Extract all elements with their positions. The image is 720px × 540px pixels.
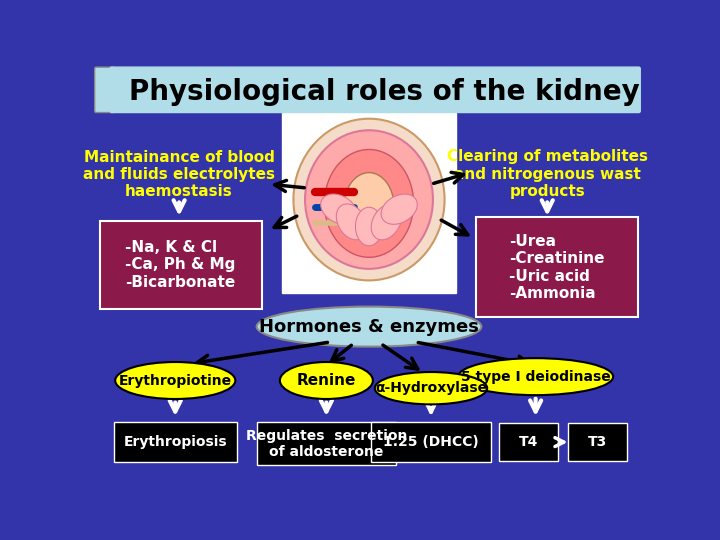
Text: Maintainance of blood
and fluids electrolytes
haemostasis: Maintainance of blood and fluids electro… — [83, 150, 275, 199]
FancyBboxPatch shape — [476, 217, 638, 316]
Ellipse shape — [325, 150, 413, 257]
FancyBboxPatch shape — [568, 423, 627, 461]
Ellipse shape — [320, 194, 357, 224]
Ellipse shape — [344, 173, 394, 242]
FancyBboxPatch shape — [372, 422, 490, 462]
Text: Erythropiotine: Erythropiotine — [119, 374, 232, 388]
Text: Erythropiosis: Erythropiosis — [123, 435, 227, 449]
Text: -Urea
-Creatinine
-Uric acid
-Ammonia: -Urea -Creatinine -Uric acid -Ammonia — [509, 234, 604, 301]
Ellipse shape — [458, 358, 613, 395]
Ellipse shape — [381, 194, 418, 224]
Ellipse shape — [115, 362, 235, 399]
FancyBboxPatch shape — [114, 422, 237, 462]
Text: 5 type I deiodinase: 5 type I deiodinase — [461, 370, 611, 383]
Text: 1.25 (DHCC): 1.25 (DHCC) — [383, 435, 479, 449]
Text: Clearing of metabolites
and nitrogenous wast
products: Clearing of metabolites and nitrogenous … — [446, 150, 648, 199]
FancyBboxPatch shape — [282, 113, 456, 294]
Ellipse shape — [356, 207, 382, 246]
Ellipse shape — [372, 204, 402, 240]
Ellipse shape — [375, 372, 487, 404]
Text: α-Hydroxylase: α-Hydroxylase — [375, 381, 487, 395]
FancyBboxPatch shape — [100, 221, 262, 309]
FancyBboxPatch shape — [257, 422, 396, 465]
Ellipse shape — [256, 307, 482, 347]
Ellipse shape — [280, 362, 373, 399]
Ellipse shape — [305, 130, 433, 269]
Text: T3: T3 — [588, 435, 607, 449]
FancyBboxPatch shape — [499, 423, 558, 461]
Ellipse shape — [336, 204, 366, 240]
Text: Physiological roles of the kidney: Physiological roles of the kidney — [129, 78, 640, 106]
Ellipse shape — [294, 119, 444, 280]
Text: -Na, K & Cl
-Ca, Ph & Mg
-Bicarbonate: -Na, K & Cl -Ca, Ph & Mg -Bicarbonate — [125, 240, 236, 290]
Text: Hormones & enzymes: Hormones & enzymes — [259, 318, 479, 335]
FancyBboxPatch shape — [110, 67, 640, 112]
Text: Regulates  secretion
of aldosterone: Regulates secretion of aldosterone — [246, 429, 407, 459]
Text: Renine: Renine — [297, 373, 356, 388]
Text: T4: T4 — [519, 435, 539, 449]
FancyBboxPatch shape — [94, 67, 114, 112]
